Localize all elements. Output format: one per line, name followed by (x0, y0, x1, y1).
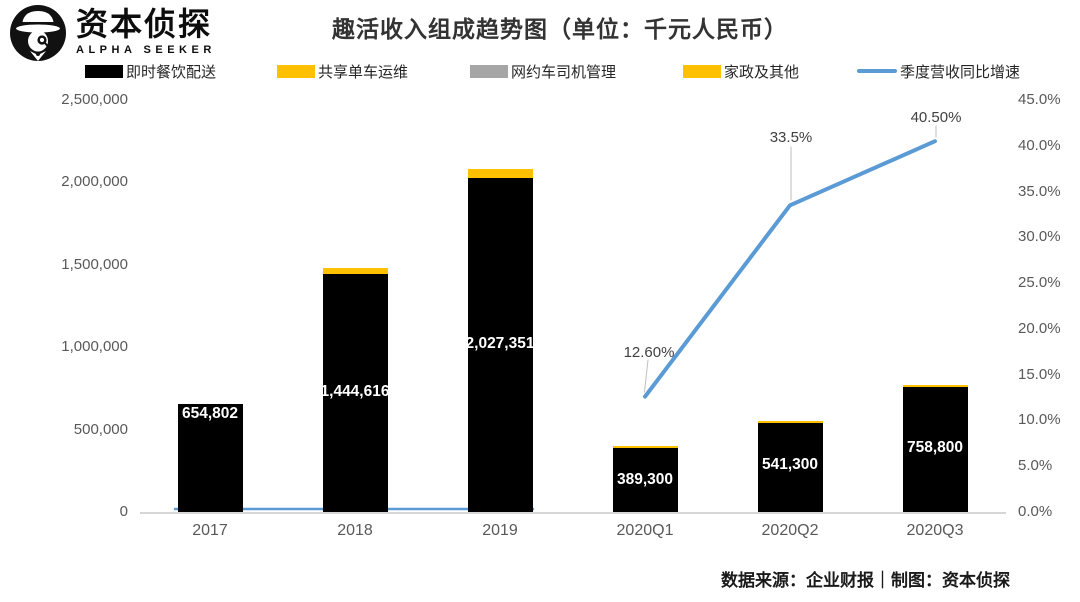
legend-label: 家政及其他 (724, 64, 800, 81)
bar-2020Q3-main (902, 386, 968, 512)
legend-label: 即时餐饮配送 (126, 64, 217, 81)
growth-point-label: 40.50% (910, 109, 962, 126)
x-axis-label: 2020Q1 (616, 522, 674, 539)
right-axis-tick: 0.0% (1018, 503, 1053, 520)
bar-value-label: 758,800 (906, 439, 964, 456)
legend-item-5: 季度营收同比增速 (857, 62, 1021, 81)
legend-bar-swatch (85, 64, 123, 78)
bar-2019-cap (467, 169, 533, 178)
bar-2020Q1-cap (612, 445, 678, 448)
bar-2020Q3-cap (902, 384, 968, 387)
right-axis-tick: 30.0% (1018, 228, 1061, 246)
bar-value-label: 654,802 (181, 405, 239, 422)
label-leader-line (644, 359, 649, 393)
bar-value-label: 2,027,351 (465, 335, 535, 352)
detective-logo-icon (10, 5, 66, 61)
left-axis-tick: 1,000,000 (61, 338, 128, 356)
legend-line-swatch (857, 68, 897, 74)
legend-bar-swatch (683, 64, 721, 78)
x-axis-label: 2017 (192, 522, 228, 539)
right-axis-tick: 40.0% (1018, 136, 1061, 154)
left-axis-tick: 500,000 (73, 420, 128, 438)
brand-logo: 资本侦探 ALPHA SEEKER (8, 3, 216, 63)
right-axis-tick: 45.0% (1018, 91, 1061, 108)
x-axis-line (140, 512, 1006, 514)
legend-item-3: 网约车司机管理 (470, 62, 617, 81)
legend-bar-swatch (470, 64, 508, 78)
legend-label: 网约车司机管理 (511, 64, 617, 81)
bar-2019-main (467, 177, 533, 512)
x-axis-label: 2020Q2 (761, 522, 819, 539)
legend-bar-swatch (277, 64, 315, 78)
source-credit: 数据来源：企业财报｜制图：资本侦探 (721, 571, 1010, 590)
bar-2020Q2-main (757, 422, 823, 512)
growth-point-label: 33.5% (769, 129, 813, 146)
bar-value-label: 389,300 (616, 471, 674, 488)
chart-title: 趣活收入组成趋势图（单位：千元人民币） (332, 17, 788, 42)
left-axis-tick: 2,500,000 (61, 91, 128, 108)
growth-point-label: 12.60% (623, 344, 675, 361)
right-axis-tick: 25.0% (1018, 274, 1061, 292)
legend-label: 共享单车运维 (318, 64, 409, 81)
left-axis-tick: 2,000,000 (61, 173, 128, 191)
bar-2018-cap (322, 268, 388, 274)
bar-2017-main (177, 404, 243, 512)
bar-value-label: 1,444,616 (320, 383, 390, 400)
right-axis-tick: 20.0% (1018, 319, 1061, 337)
left-axis-tick: 1,500,000 (61, 255, 128, 273)
right-axis-tick: 15.0% (1018, 365, 1061, 383)
left-axis-tick: 0 (119, 503, 128, 520)
brand-name: 资本侦探 (76, 6, 213, 42)
x-axis-label: 2018 (337, 522, 373, 539)
legend-item-4: 家政及其他 (683, 62, 800, 81)
bar-2020Q1-main (612, 447, 678, 512)
bar-2018-main (322, 273, 388, 512)
x-axis-label: 2019 (482, 522, 518, 539)
legend-label: 季度营收同比增速 (900, 64, 1021, 81)
right-axis-tick: 10.0% (1018, 411, 1061, 429)
bar-2020Q2-cap (757, 420, 823, 423)
right-axis-tick: 35.0% (1018, 182, 1061, 200)
brand-subtitle: ALPHA SEEKER (76, 44, 216, 56)
legend-item-2: 共享单车运维 (277, 62, 409, 81)
bar-value-label: 541,300 (761, 456, 819, 473)
legend-item-1: 即时餐饮配送 (85, 62, 217, 81)
right-axis-tick: 5.0% (1018, 457, 1053, 475)
x-axis-label: 2020Q3 (906, 522, 964, 539)
